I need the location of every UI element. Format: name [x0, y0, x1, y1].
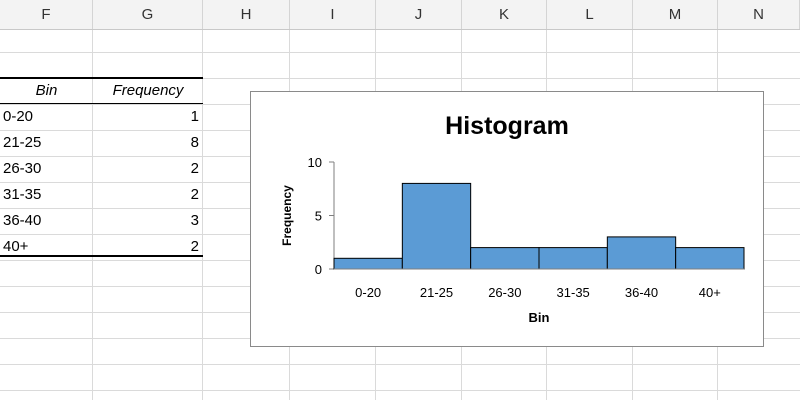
column-header-j[interactable]: J — [376, 0, 462, 29]
table-header-bin[interactable]: Bin — [35, 82, 58, 99]
column-header-k[interactable]: K — [462, 0, 547, 29]
histogram-chart[interactable]: Histogram 0 5 10 0-20 21-25 26-30 31-35 36-40 40+… — [250, 91, 764, 347]
column-header-i[interactable]: I — [290, 0, 376, 29]
column-header-n[interactable]: N — [718, 0, 800, 29]
table-cell-frequency[interactable]: 2 — [190, 160, 199, 177]
histogram-bar — [538, 247, 608, 270]
table-cell-bin[interactable]: 0-20 — [3, 108, 34, 125]
column-header-l[interactable]: L — [547, 0, 633, 29]
table-header-frequency[interactable]: Frequency — [112, 82, 184, 99]
table-cell-bin[interactable]: 40+ — [3, 238, 29, 255]
table-cell-frequency[interactable]: 2 — [190, 238, 199, 255]
x-tick-label: 26-30 — [488, 285, 521, 300]
histogram-bar — [470, 247, 540, 270]
table-cell-bin[interactable]: 21-25 — [3, 134, 42, 151]
table-cell-frequency[interactable]: 3 — [190, 212, 199, 229]
x-tick-label: 31-35 — [557, 285, 590, 300]
table-cell-bin[interactable]: 26-30 — [3, 160, 42, 177]
chart-canvas: Histogram 0 5 10 0-20 21-25 26-30 31-35 36-40 40+… — [280, 112, 745, 325]
table-cell-frequency[interactable]: 1 — [190, 108, 199, 125]
x-tick-label: 21-25 — [420, 285, 453, 300]
grid-line — [0, 364, 800, 365]
histogram-bar — [675, 247, 745, 270]
grid-line — [202, 30, 203, 400]
column-header-f[interactable]: F — [0, 0, 93, 29]
histogram-bar — [401, 182, 472, 270]
table-cell-frequency[interactable]: 2 — [190, 186, 199, 203]
x-tick-label: 36-40 — [625, 285, 658, 300]
chart-title: Histogram — [445, 112, 569, 140]
column-header-m[interactable]: M — [633, 0, 718, 29]
x-axis-title: Bin — [529, 310, 550, 325]
y-tick-label: 10 — [308, 155, 322, 170]
grid-line — [0, 78, 800, 79]
table-bottom-border — [0, 255, 203, 257]
y-axis-title: Frequency — [280, 185, 294, 246]
table-cell-bin[interactable]: 36-40 — [3, 212, 42, 229]
table-cell-frequency[interactable]: 8 — [190, 134, 199, 151]
grid-line — [92, 30, 93, 400]
grid-line — [0, 52, 800, 53]
y-tick-label: 0 — [315, 262, 322, 277]
column-header-h[interactable]: H — [203, 0, 290, 29]
x-tick-label: 0-20 — [355, 285, 381, 300]
table-header-underline — [0, 103, 203, 104]
table-cell-bin[interactable]: 31-35 — [3, 186, 42, 203]
table-top-border — [0, 77, 203, 79]
grid-line — [0, 390, 800, 391]
x-tick-label: 40+ — [699, 285, 721, 300]
histogram-bar — [606, 236, 677, 270]
column-header-g[interactable]: G — [93, 0, 203, 29]
histogram-bar — [333, 257, 403, 270]
y-tick-label: 5 — [315, 209, 322, 224]
